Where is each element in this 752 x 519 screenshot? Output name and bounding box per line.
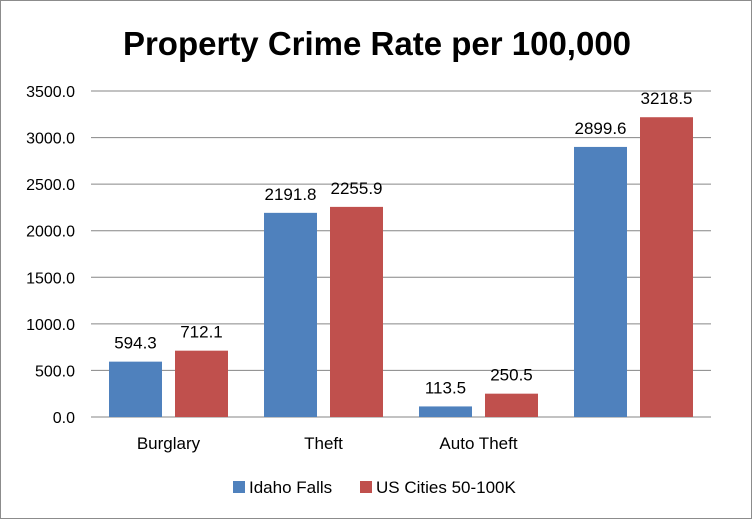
legend-label: US Cities 50-100K bbox=[376, 478, 517, 497]
bar-idaho-falls-1 bbox=[264, 212, 317, 417]
y-tick-label: 3000.0 bbox=[26, 131, 75, 148]
legend-swatch bbox=[360, 481, 372, 493]
category-label: Theft bbox=[304, 434, 343, 453]
category-label: Burglary bbox=[137, 434, 201, 453]
data-label: 3218.5 bbox=[641, 89, 693, 108]
data-labels: 594.3 712.1 2191.8 2255.9 113.5 250.5 2899.6 32… bbox=[114, 89, 692, 397]
bar-us-cities-1 bbox=[330, 206, 383, 417]
y-axis-tick-labels: 0.0 500.0 1000.0 1500.0 2000.0 2500.0 3000.0 35… bbox=[26, 84, 75, 427]
data-label: 594.3 bbox=[114, 334, 157, 353]
legend-swatch bbox=[233, 481, 245, 493]
y-tick-label: 2000.0 bbox=[26, 224, 75, 241]
x-axis-category-labels: Burglary Theft Auto Theft bbox=[137, 434, 518, 453]
bar-us-cities-3 bbox=[640, 117, 693, 417]
data-label: 2255.9 bbox=[331, 179, 383, 198]
y-tick-label: 500.0 bbox=[35, 363, 75, 380]
data-label: 250.5 bbox=[490, 366, 533, 385]
legend: Idaho Falls US Cities 50-100K bbox=[233, 478, 517, 497]
y-tick-label: 3500.0 bbox=[26, 84, 75, 101]
bar-idaho-falls-0 bbox=[109, 361, 162, 417]
legend-label: Idaho Falls bbox=[249, 478, 332, 497]
bar-idaho-falls-3 bbox=[574, 146, 627, 417]
data-label: 712.1 bbox=[180, 323, 223, 342]
data-label: 113.5 bbox=[425, 378, 466, 397]
y-tick-label: 0.0 bbox=[53, 410, 75, 427]
category-label: Auto Theft bbox=[439, 434, 517, 453]
data-label: 2899.6 bbox=[575, 119, 627, 138]
bar-us-cities-2 bbox=[485, 393, 538, 417]
y-tick-label: 2500.0 bbox=[26, 177, 75, 194]
bar-us-cities-0 bbox=[175, 350, 228, 417]
y-tick-label: 1500.0 bbox=[26, 270, 75, 287]
y-tick-label: 1000.0 bbox=[26, 317, 75, 334]
bars bbox=[109, 117, 693, 417]
bar-idaho-falls-2 bbox=[419, 406, 472, 417]
chart-title: Property Crime Rate per 100,000 bbox=[123, 25, 631, 62]
data-label: 2191.8 bbox=[265, 185, 317, 204]
